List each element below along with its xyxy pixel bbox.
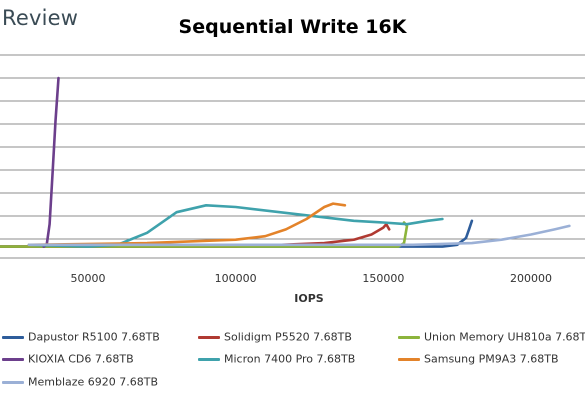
legend-swatch: [398, 357, 420, 361]
x-tick-labels: 50000 100000 150000 200000: [71, 272, 553, 285]
chart-legend: Dapustor R5100 7.68TB Solidigm P5520 7.68…: [0, 318, 585, 398]
gridlines: [0, 54, 585, 240]
legend-item: Solidigm P5520 7.68TB: [198, 330, 352, 344]
series-layer: [0, 76, 571, 248]
legend-item: Dapustor R5100 7.68TB: [2, 330, 160, 344]
review-brand-logo: Review: [2, 6, 79, 30]
legend-item: Samsung PM9A3 7.68TB: [398, 352, 559, 366]
chart-plot: 50000 100000 150000 200000 IOPS: [0, 54, 585, 305]
series-line-union-memory-uh810a-7-68tb: [0, 221, 409, 248]
legend-swatch: [398, 335, 420, 339]
series-line-samsung-pm9a3-7-68tb: [27, 202, 347, 247]
legend-item: Union Memory UH810a 7.68TB: [398, 330, 585, 344]
legend-label: Memblaze 6920 7.68TB: [28, 375, 159, 389]
legend-swatch: [198, 335, 220, 339]
legend-label: Micron 7400 Pro 7.68TB: [224, 352, 356, 366]
x-tick-label: 100000: [215, 272, 257, 285]
legend-swatch: [2, 335, 24, 339]
legend-item: Micron 7400 Pro 7.68TB: [198, 352, 355, 366]
legend-item: Memblaze 6920 7.68TB: [2, 375, 158, 389]
x-axis-label: IOPS: [294, 292, 324, 305]
legend-label: KIOXIA CD6 7.68TB: [28, 352, 134, 366]
legend-label: Samsung PM9A3 7.68TB: [424, 352, 559, 366]
legend-label: Union Memory UH810a 7.68TB: [424, 330, 585, 344]
x-tick-label: 200000: [510, 272, 552, 285]
legend-label: Solidigm P5520 7.68TB: [224, 330, 352, 344]
series-line-memblaze-6920-7-68tb: [27, 224, 571, 247]
legend-swatch: [2, 380, 24, 384]
x-tick-label: 50000: [71, 272, 106, 285]
chart-title: Sequential Write 16K: [178, 16, 407, 38]
legend-swatch: [198, 357, 220, 361]
legend-swatch: [2, 357, 24, 361]
x-tick-label: 150000: [362, 272, 404, 285]
series-line-kioxia-cd6-7-68tb: [42, 76, 60, 248]
legend-label: Dapustor R5100 7.68TB: [28, 330, 160, 344]
legend-item: KIOXIA CD6 7.68TB: [2, 352, 134, 366]
